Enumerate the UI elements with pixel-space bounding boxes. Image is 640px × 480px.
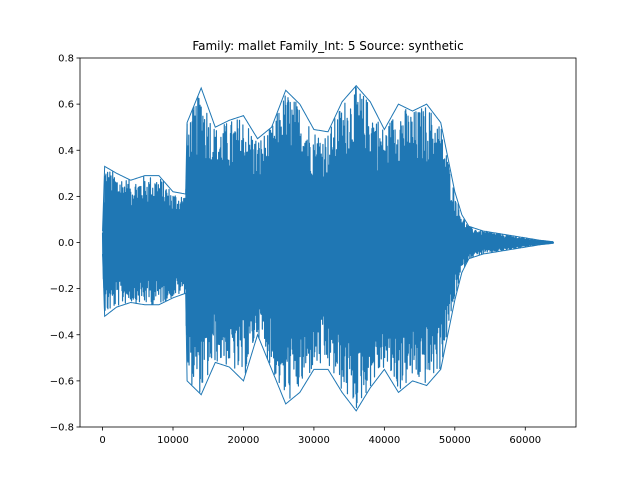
y-tick-label: −0.6: [50, 376, 74, 387]
chart-title: Family: mallet Family_Int: 5 Source: syn…: [192, 39, 463, 53]
y-tick-label: 0.8: [58, 54, 74, 65]
x-tick-label: 0: [99, 435, 105, 446]
plot-area: [101, 84, 555, 412]
x-tick-label: 20000: [228, 435, 260, 446]
y-tick-label: 0.6: [58, 100, 74, 111]
x-tick-label: 50000: [439, 435, 471, 446]
x-tick-label: 10000: [157, 435, 189, 446]
waveform-series-line: [101, 86, 555, 408]
axes: 0 10000 20000 30000 40000 50000 60000 −0.8 −0.6 −…: [50, 54, 577, 446]
y-tick-label: −0.2: [50, 284, 74, 295]
x-tick-label: 60000: [509, 435, 541, 446]
y-tick-label: −0.4: [50, 330, 74, 341]
y-tick-label: 0.0: [58, 238, 74, 249]
y-tick-label: 0.4: [58, 146, 74, 157]
x-tick-label: 30000: [298, 435, 330, 446]
y-tick-label: 0.2: [58, 192, 74, 203]
waveform-upper-envelope: [102, 84, 554, 243]
x-tick-label: 40000: [368, 435, 400, 446]
waveform-lower-envelope: [102, 242, 554, 412]
y-tick-label: −0.8: [50, 423, 74, 434]
